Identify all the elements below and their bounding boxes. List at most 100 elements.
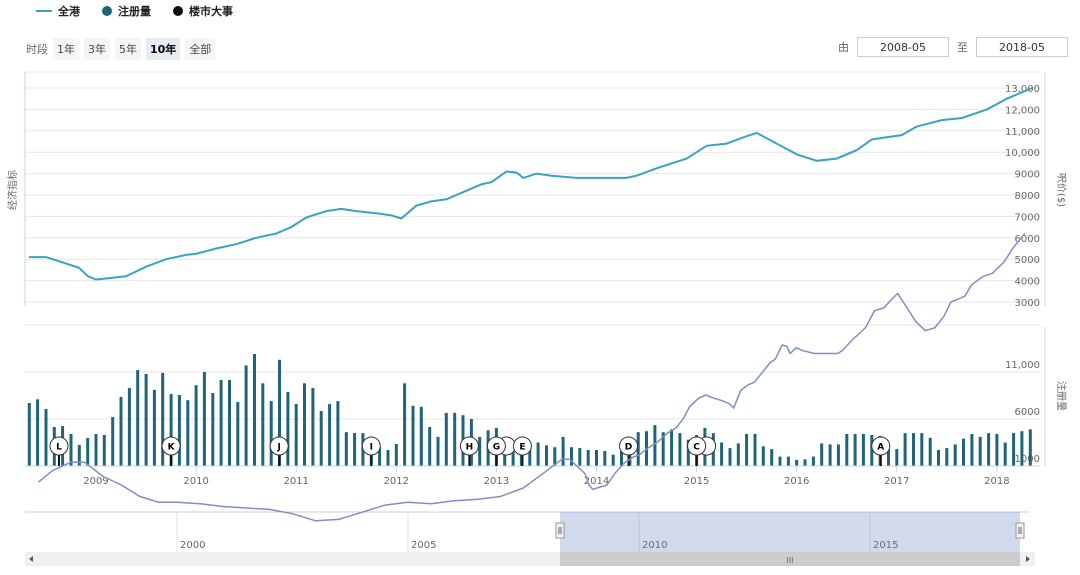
y-tick-label: 12,000 <box>1005 105 1040 116</box>
to-date-input[interactable] <box>976 37 1068 57</box>
event-label: D <box>625 443 632 453</box>
y-tick-label: 11,000 <box>1005 127 1040 138</box>
event-marker[interactable] <box>486 436 506 456</box>
legend-label: 全港 <box>58 5 80 18</box>
volume-bar <box>378 447 382 466</box>
event-label: G <box>493 443 500 453</box>
volume-bar <box>970 434 974 466</box>
volume-bar <box>987 433 991 466</box>
volume-bar <box>453 412 457 466</box>
event-label: A <box>877 443 884 453</box>
navigator-tick-label: 2010 <box>642 540 667 551</box>
range-selector: 时段 1年 3年 5年 10年 全部 <box>26 38 216 60</box>
volume-bar <box>920 433 924 466</box>
y-tick-label: 8000 <box>1015 191 1040 202</box>
event-marker[interactable] <box>459 436 479 456</box>
volume-bar <box>27 403 31 466</box>
volume-bar <box>111 417 115 466</box>
volume-bar <box>953 444 957 466</box>
volume-tick-label: 11,000 <box>1005 360 1040 371</box>
line-swatch-icon <box>36 10 52 12</box>
x-tick-label: 2010 <box>183 476 208 487</box>
volume-bar <box>1028 429 1032 466</box>
scrollbar-thumb[interactable] <box>560 552 1020 566</box>
x-tick-label: 2017 <box>884 476 909 487</box>
volume-bar <box>94 434 98 466</box>
volume-bar <box>861 434 865 466</box>
volume-bar <box>770 449 774 466</box>
legend-label: 注册量 <box>118 5 151 18</box>
from-date-input[interactable] <box>857 37 949 57</box>
legend-label: 楼市大事 <box>189 5 233 18</box>
volume-bar <box>261 383 265 466</box>
volume-bar <box>169 394 173 466</box>
event-marker[interactable] <box>512 436 532 456</box>
scroll-right-arrow-icon[interactable] <box>1026 556 1030 562</box>
volume-bar <box>202 372 206 466</box>
range-button-3y[interactable]: 3年 <box>84 38 110 60</box>
volume-bar <box>595 450 598 466</box>
event-marker[interactable] <box>361 436 381 456</box>
navigator-tick-label: 2015 <box>873 540 898 551</box>
event-marker[interactable] <box>871 436 891 456</box>
navigator-handle[interactable] <box>1015 522 1025 539</box>
volume-bar <box>286 392 290 466</box>
scrollbar-grip: III <box>786 556 793 565</box>
volume-bar <box>761 446 765 466</box>
range-button-10y[interactable]: 10年 <box>146 38 181 60</box>
y-tick-label: 6000 <box>1015 234 1040 245</box>
volume-bar <box>736 443 740 466</box>
volume-bar <box>386 450 390 466</box>
volume-bar <box>294 404 298 466</box>
volume-bar <box>561 436 565 466</box>
volume-bar <box>119 397 123 466</box>
range-button-5y[interactable]: 5年 <box>115 38 141 60</box>
volume-bar <box>912 433 915 466</box>
volume-bar <box>419 406 423 466</box>
navigator-line <box>37 232 1026 522</box>
volume-bar <box>620 450 623 466</box>
volume-bar <box>803 459 807 466</box>
volume-bar <box>269 401 273 466</box>
volume-bar <box>253 354 256 466</box>
event-marker[interactable] <box>49 436 69 456</box>
legend-item-registrations[interactable]: 注册量 <box>102 3 151 19</box>
volume-bar <box>278 359 281 466</box>
volume-bar <box>194 385 198 466</box>
scroll-left-arrow-icon[interactable] <box>29 556 33 562</box>
volume-bar <box>102 435 106 466</box>
navigator-handle[interactable] <box>555 522 565 539</box>
volume-bar <box>528 442 532 466</box>
volume-bar <box>177 395 181 466</box>
legend-item-all-hk[interactable]: 全港 <box>36 3 80 19</box>
volume-bar <box>811 456 815 466</box>
volume-bar <box>845 434 849 466</box>
to-label: 至 <box>957 41 968 54</box>
volume-bar <box>328 404 332 466</box>
event-marker[interactable] <box>269 436 289 456</box>
volume-bar <box>127 388 131 466</box>
volume-bar <box>820 443 824 466</box>
event-label: H <box>466 443 474 453</box>
event-marker[interactable] <box>619 436 639 456</box>
range-button-all[interactable]: 全部 <box>185 38 216 60</box>
y-tick-label: 5000 <box>1015 255 1040 266</box>
volume-bar <box>945 448 949 466</box>
volume-bar <box>728 448 732 466</box>
volume-bar <box>411 405 415 466</box>
volume-bar <box>336 401 340 466</box>
volume-bar <box>244 365 248 466</box>
volume-bar <box>86 438 90 466</box>
event-marker[interactable] <box>161 436 181 456</box>
volume-bar <box>44 409 48 466</box>
volume-bar <box>228 380 231 466</box>
volume-bar <box>211 393 215 466</box>
volume-bar <box>828 444 832 466</box>
event-marker[interactable] <box>687 436 707 456</box>
legend-item-events[interactable]: 楼市大事 <box>173 3 233 19</box>
volume-bar <box>136 370 140 466</box>
range-button-1y[interactable]: 1年 <box>53 38 79 60</box>
volume-bar <box>870 435 874 466</box>
volume-bar <box>978 436 982 466</box>
x-tick-label: 2015 <box>684 476 709 487</box>
